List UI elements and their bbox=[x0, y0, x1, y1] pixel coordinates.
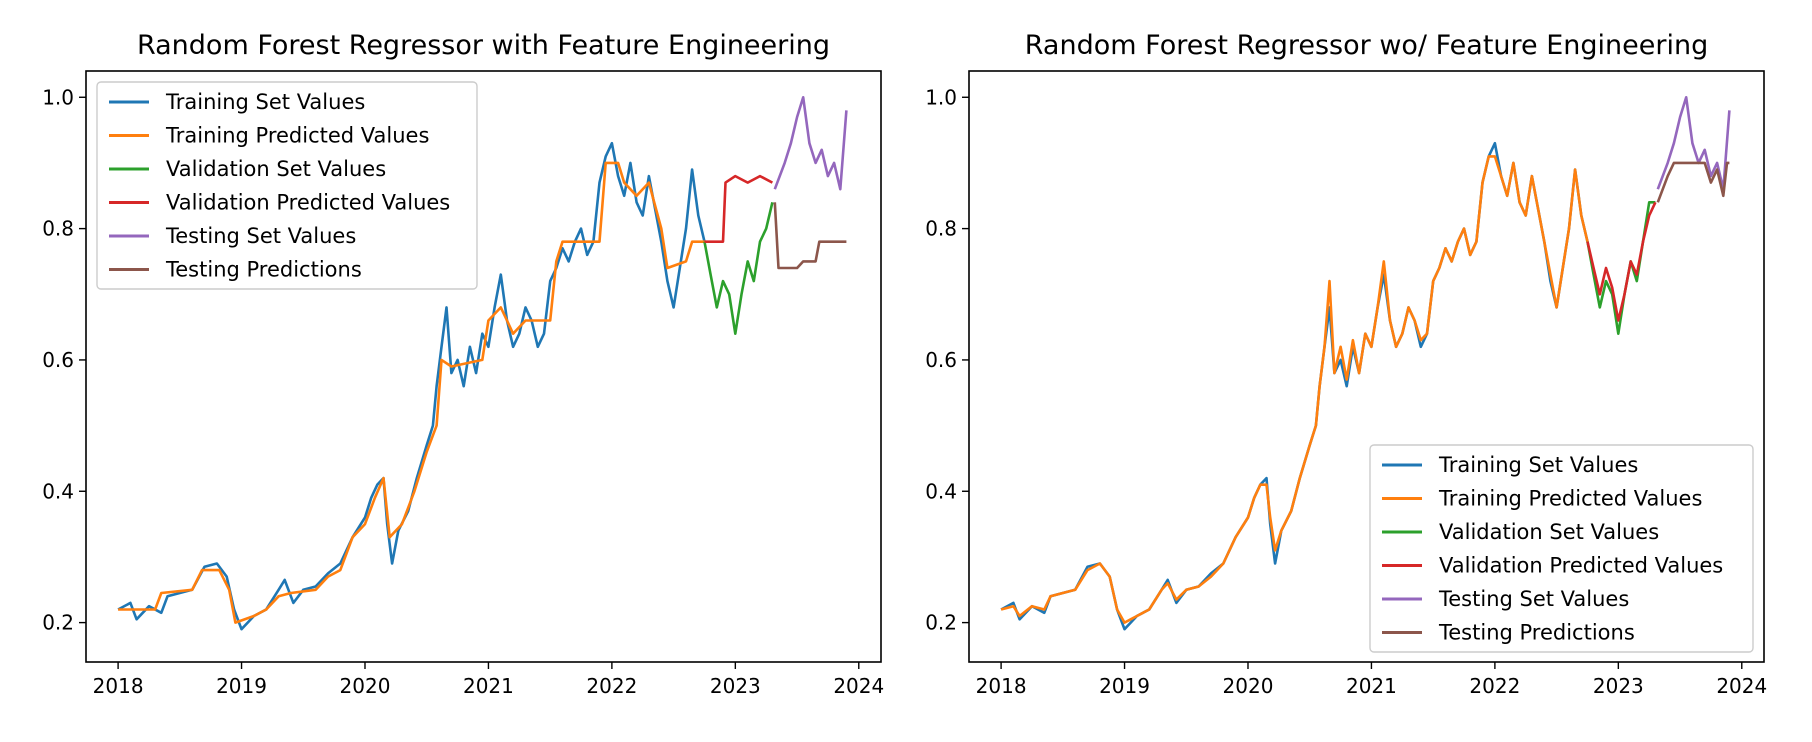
chart-with-feature-engineering: Random Forest Regressor with Feature Eng… bbox=[42, 30, 884, 698]
x-tick-label: 2024 bbox=[1716, 674, 1767, 698]
y-tick-label: 1.0 bbox=[42, 85, 74, 109]
legend-label-1: Training Predicted Values bbox=[1438, 487, 1702, 511]
legend-label-5: Testing Predictions bbox=[165, 258, 362, 282]
chart-title: Random Forest Regressor with Feature Eng… bbox=[137, 30, 830, 61]
y-tick-label: 0.2 bbox=[42, 611, 74, 635]
series-line-5 bbox=[773, 202, 847, 270]
y-tick-label: 0.4 bbox=[925, 479, 957, 503]
legend: Training Set Values Training Predicted Va… bbox=[1369, 444, 1754, 653]
series-group bbox=[1000, 96, 1731, 631]
y-tick-label: 0.6 bbox=[925, 348, 957, 372]
series-line-5 bbox=[1656, 161, 1730, 203]
y-tick-label: 0.2 bbox=[925, 611, 957, 635]
legend-label-0: Training Set Values bbox=[165, 90, 365, 114]
y-tick-label: 0.8 bbox=[925, 217, 957, 241]
legend-box bbox=[96, 81, 478, 290]
x-tick-label: 2018 bbox=[93, 674, 144, 698]
x-tick-label: 2021 bbox=[1346, 674, 1397, 698]
y-tick-label: 0.4 bbox=[42, 479, 74, 503]
x-tick-label: 2018 bbox=[976, 674, 1027, 698]
x-tick-label: 2023 bbox=[1593, 674, 1644, 698]
x-tick-label: 2020 bbox=[340, 674, 391, 698]
series-group bbox=[117, 96, 848, 631]
chart-title: Random Forest Regressor wo/ Feature Engi… bbox=[1025, 30, 1708, 61]
series-line-4 bbox=[1656, 96, 1731, 191]
legend-label-5: Testing Predictions bbox=[1438, 621, 1635, 645]
x-tick-label: 2022 bbox=[1469, 674, 1520, 698]
axes-frame bbox=[968, 70, 1765, 663]
x-tick-label: 2021 bbox=[463, 674, 514, 698]
x-tick-label: 2023 bbox=[710, 674, 761, 698]
x-tick-label: 2019 bbox=[1099, 674, 1150, 698]
series-line-2 bbox=[703, 202, 774, 335]
legend-label-1: Training Predicted Values bbox=[165, 124, 429, 148]
legend-label-3: Validation Predicted Values bbox=[1439, 554, 1723, 578]
series-line-3 bbox=[704, 174, 774, 243]
series-line-1 bbox=[1000, 155, 1589, 624]
x-tick-label: 2019 bbox=[216, 674, 267, 698]
legend-label-4: Testing Set Values bbox=[1438, 587, 1629, 611]
series-line-4 bbox=[773, 96, 848, 191]
axes-frame bbox=[85, 70, 882, 663]
y-tick-label: 0.6 bbox=[42, 348, 74, 372]
legend-label-2: Validation Set Values bbox=[166, 157, 386, 181]
y-tick-label: 0.8 bbox=[42, 217, 74, 241]
x-tick-label: 2024 bbox=[833, 674, 884, 698]
legend: Training Set Values Training Predicted Va… bbox=[96, 81, 478, 290]
series-line-1 bbox=[118, 161, 705, 624]
x-tick-label: 2022 bbox=[586, 674, 637, 698]
legend-label-3: Validation Predicted Values bbox=[166, 191, 450, 215]
legend-label-4: Testing Set Values bbox=[165, 224, 356, 248]
legend-box bbox=[1369, 444, 1754, 653]
y-tick-label: 1.0 bbox=[925, 85, 957, 109]
x-tick-label: 2020 bbox=[1223, 674, 1274, 698]
legend-label-0: Training Set Values bbox=[1438, 453, 1638, 477]
legend-label-2: Validation Set Values bbox=[1439, 520, 1659, 544]
chart-without-feature-engineering: Random Forest Regressor wo/ Feature Engi… bbox=[925, 30, 1767, 698]
series-line-0 bbox=[117, 141, 706, 631]
series-line-3 bbox=[1586, 201, 1657, 322]
